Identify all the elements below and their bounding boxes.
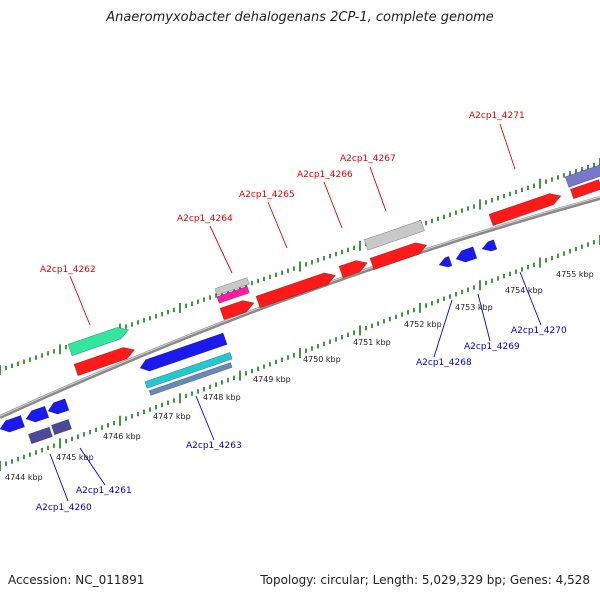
label-leader [209, 225, 233, 274]
kbp-label: 4745 kbp [56, 453, 94, 462]
label-leader [267, 201, 288, 249]
gene-label-forward: A2cp1_4271 [469, 111, 525, 121]
gene-features [0, 164, 600, 445]
gene-4264-cds-body [216, 285, 250, 304]
kbp-label: 4746 kbp [103, 432, 141, 441]
gene-4272-cds [570, 179, 600, 200]
tick-tracks [0, 158, 600, 471]
label-leader [323, 181, 343, 229]
gene-label-forward: A2cp1_4266 [297, 170, 353, 180]
gene-4272-feature [564, 164, 600, 188]
gene-4261-feature-body [51, 419, 72, 436]
gene-label-forward: A2cp1_4265 [239, 190, 295, 200]
kbp-label: 4755 kbp [556, 270, 594, 279]
kbp-label: 4744 kbp [5, 473, 43, 482]
backbone-line [0, 196, 600, 419]
genome-backbone [0, 196, 600, 419]
gene-4264-feature-body [214, 277, 250, 296]
gene-label-reverse: A2cp1_4263 [186, 441, 242, 451]
gene-4259b-cds [47, 398, 70, 415]
gene-4263-cds [139, 332, 228, 372]
kbp-label: 4752 kbp [404, 320, 442, 329]
backbone-highlight [0, 196, 600, 417]
label-leader [519, 271, 542, 326]
gene-labels: A2cp1_4262 A2cp1_4264 A2cp1_4265A2cp1_4266… [36, 111, 567, 513]
gene-4259-cds-body [25, 405, 50, 423]
gene-4269-cds-body [455, 246, 478, 263]
kbp-label: 4749 kbp [253, 375, 291, 384]
gene-4262-cds-body [73, 347, 136, 377]
gene-4266-cds [338, 260, 369, 279]
gene-4262-feature-body [67, 327, 130, 357]
gene-4267-feature-body [363, 219, 425, 251]
gene-4267-cds-body [369, 242, 428, 271]
kbp-label: 4751 kbp [353, 338, 391, 347]
gene-4263-cds-body [139, 332, 228, 372]
gene-4271-cds-body [488, 193, 562, 227]
accession-text: Accession: NC_011891 [8, 573, 145, 587]
label-leader [433, 299, 453, 358]
kbp-label: 4754 kbp [505, 286, 543, 295]
gene-4263-strand-body [148, 362, 233, 396]
gene-label-forward: A2cp1_4262 [40, 265, 96, 275]
gene-4258-cds-body [0, 415, 25, 433]
label-leader [195, 395, 215, 441]
label-leader [49, 453, 69, 502]
gene-4267-cds [369, 242, 428, 271]
map-title: Anaeromyxobacter dehalogenans 2CP-1, com… [106, 10, 494, 25]
gene-label-reverse: A2cp1_4268 [416, 358, 472, 368]
gene-4264-feature [214, 277, 250, 296]
kbp-axis-labels: 4744 kbp 4745 kbp 4746 kbp 4747 kbp 4748 kbp… [5, 270, 594, 482]
gene-label-forward: A2cp1_4264 [177, 214, 233, 224]
gene-4268-cds-body [438, 256, 453, 268]
gene-label-reverse: A2cp1_4270 [511, 326, 567, 336]
gene-4272-feature-body [564, 164, 600, 188]
gene-4263-feature [144, 352, 233, 389]
gene-4262-cds [73, 347, 136, 377]
label-leader [369, 166, 387, 212]
gene-4264b-cds [219, 300, 255, 321]
gene-label-reverse: A2cp1_4260 [36, 503, 92, 513]
gene-label-forward: A2cp1_4267 [340, 154, 396, 164]
gene-4271-cds [488, 193, 562, 227]
gene-4260-feature [28, 426, 53, 445]
gene-4265-cds-body [255, 272, 337, 309]
gene-label-reverse: A2cp1_4269 [464, 342, 520, 352]
label-leader [79, 447, 106, 486]
gene-4262-feature [67, 327, 130, 357]
gene-4260-feature-body [28, 426, 53, 445]
gene-4263-feature-body [144, 352, 233, 389]
gene-4270-cds-body [481, 239, 498, 252]
gene-4264b-cds-body [219, 300, 255, 321]
gene-4270-cds [481, 239, 498, 252]
gene-4263-strand [148, 362, 233, 396]
label-leader [69, 275, 91, 326]
gene-4264-cds [216, 285, 250, 304]
kbp-label: 4750 kbp [303, 355, 341, 364]
label-leader [499, 123, 516, 170]
label-leader [477, 293, 491, 342]
gene-4261-feature [51, 419, 72, 436]
gene-4259-cds [25, 405, 50, 423]
gene-4265-cds [255, 272, 337, 309]
gene-4272-cds-body [570, 179, 600, 200]
genome-summary-text: Topology: circular; Length: 5,029,329 bp… [260, 573, 590, 587]
kbp-label: 4747 kbp [153, 412, 191, 421]
kbp-label: 4753 kbp [455, 303, 493, 312]
gene-4258-cds [0, 415, 25, 433]
gene-4266-cds-body [338, 260, 369, 279]
gene-4259b-cds-body [47, 398, 70, 415]
kbp-label: 4748 kbp [203, 393, 241, 402]
gene-4269-cds [455, 246, 478, 263]
gene-4268-cds [438, 256, 453, 268]
gene-label-reverse: A2cp1_4261 [76, 486, 132, 496]
gene-4267-feature [363, 219, 425, 251]
